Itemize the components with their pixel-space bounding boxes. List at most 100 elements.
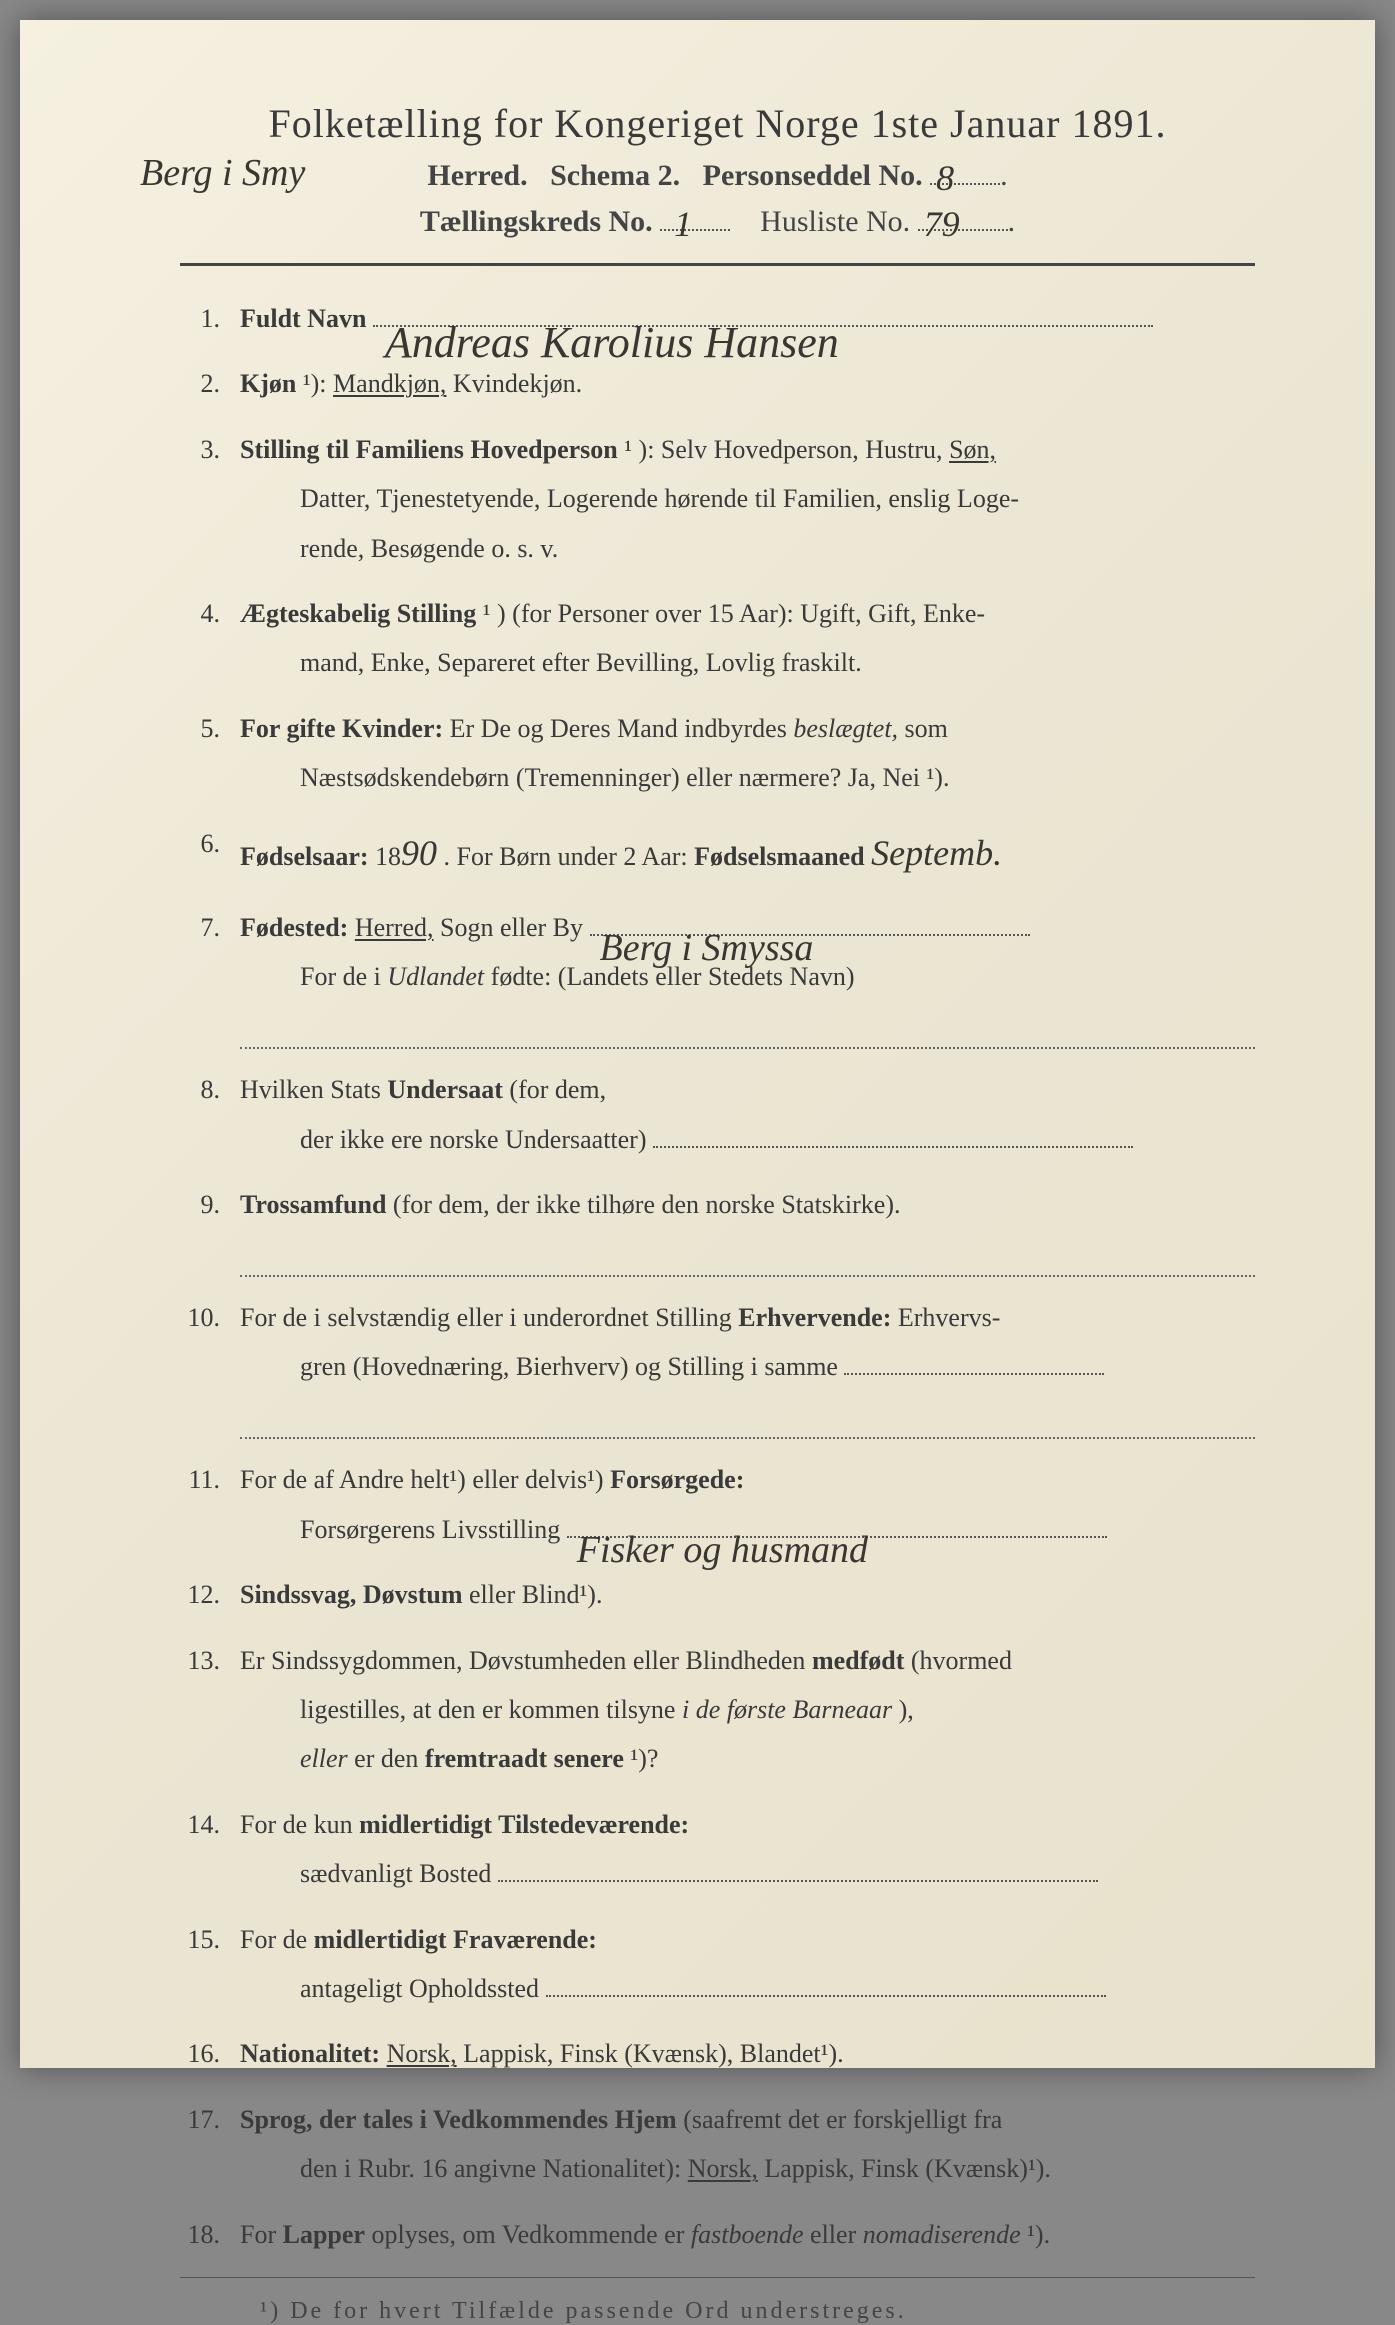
item-num: 1.: [180, 294, 240, 343]
husliste-no: 79: [924, 203, 960, 245]
personseddel-label: Personseddel No.: [703, 159, 923, 192]
item-num: 7.: [180, 903, 240, 1049]
fodested-underlined: Herred,: [355, 913, 434, 942]
item-num: 17.: [180, 2095, 240, 2194]
text: For de i selvstændig eller i underordnet…: [240, 1303, 738, 1332]
text: som: [905, 714, 948, 743]
text: er den: [354, 1744, 425, 1773]
text: sædvanligt Bosted: [240, 1859, 491, 1888]
text: Er De og Deres Mand indbyrdes: [450, 714, 794, 743]
item-num: 10.: [180, 1293, 240, 1439]
item-num: 5.: [180, 704, 240, 803]
item-num: 4.: [180, 589, 240, 688]
item-num: 12.: [180, 1570, 240, 1619]
text: oplyses, om Vedkommende er: [371, 2220, 690, 2249]
item-4: 4. Ægteskabelig Stilling ¹ ) (for Person…: [180, 589, 1255, 688]
item-6: 6. Fødselsaar: 1890 . For Børn under 2 A…: [180, 819, 1255, 887]
text: For de i: [240, 962, 387, 991]
text: For: [240, 2220, 283, 2249]
blank-fill: [653, 1146, 1133, 1148]
bold: midlertidigt Tilstedeværende:: [359, 1810, 689, 1839]
item-14: 14. For de kun midlertidigt Tilstedevære…: [180, 1800, 1255, 1899]
item-num: 9.: [180, 1180, 240, 1277]
item-13: 13. Er Sindssygdommen, Døvstumheden elle…: [180, 1636, 1255, 1784]
text: antageligt Opholdssted: [240, 1974, 539, 2003]
blank-line: [240, 1008, 1255, 1050]
divider: [180, 263, 1255, 266]
nat-underlined: Norsk,: [387, 2039, 457, 2068]
text: gren (Hovednæring, Bierhverv) og Stillin…: [240, 1352, 838, 1381]
label-fodselsaar: Fødselsaar:: [240, 842, 369, 871]
label-sprog: Sprog, der tales i Vedkommendes Hjem: [240, 2105, 677, 2134]
header-line-3: Tællingskreds No. 1 Husliste No. 79 .: [180, 205, 1255, 239]
item-num: 16.: [180, 2029, 240, 2078]
item-11: 11. For de af Andre helt¹) eller delvis¹…: [180, 1455, 1255, 1554]
label-fuldt-navn: Fuldt Navn: [240, 304, 366, 333]
blank-line: [240, 1398, 1255, 1440]
text: den i Rubr. 16 angivne Nationalitet):: [240, 2154, 688, 2183]
label-kjon: Kjøn: [240, 369, 296, 398]
label-trossamfund: Trossamfund: [240, 1190, 386, 1219]
label-erhvervende: Erhvervende:: [738, 1303, 891, 1332]
month-hw: Septemb.: [871, 833, 1002, 873]
item-num: 14.: [180, 1800, 240, 1899]
blank-line: [240, 1235, 1255, 1277]
item-num: 6.: [180, 819, 240, 887]
year-hw: 90: [401, 833, 437, 873]
item-num: 15.: [180, 1915, 240, 2014]
page-title: Folketælling for Kongeriget Norge 1ste J…: [180, 100, 1255, 147]
footnote: ¹) De for hvert Tilfælde passende Ord un…: [180, 2298, 1255, 2325]
text: . For Børn under 2 Aar:: [444, 842, 695, 871]
item-num: 2.: [180, 359, 240, 408]
text: (hvormed: [911, 1646, 1012, 1675]
herred-label: Herred.: [427, 159, 527, 192]
bold: fremtraadt senere: [425, 1744, 624, 1773]
sprog-underlined: Norsk,: [688, 2154, 758, 2183]
italic: nomadiserende: [863, 2220, 1021, 2249]
text-italic: beslægtet,: [793, 714, 898, 743]
bold: Lapper: [283, 2220, 365, 2249]
text: ligestilles, at den er kommen tilsyne: [240, 1695, 682, 1724]
forsorger-hw: Fisker og husmand: [577, 1514, 868, 1586]
text: Lappisk, Finsk (Kvænsk), Blandet¹).: [463, 2039, 843, 2068]
label-stilling: Stilling til Familiens Hovedperson: [240, 435, 618, 464]
text: ¹)?: [630, 1744, 658, 1773]
item-9: 9. Trossamfund (for dem, der ikke tilhør…: [180, 1180, 1255, 1277]
herred-handwritten: Berg i Smy: [140, 151, 305, 195]
blank-fill: [546, 1995, 1106, 1997]
italic: i de første Barneaar: [682, 1695, 892, 1724]
text: Forsørgerens Livsstilling: [240, 1515, 560, 1544]
text: Hvilken Stats: [240, 1075, 387, 1104]
text: (for dem,: [509, 1075, 606, 1104]
kreds-label: Tællingskreds No.: [420, 205, 653, 238]
text: Er Sindssygdommen, Døvstumheden eller Bl…: [240, 1646, 812, 1675]
item-18: 18. For Lapper oplyses, om Vedkommende e…: [180, 2210, 1255, 2259]
item-num: 18.: [180, 2210, 240, 2259]
schema-label: Schema 2.: [550, 159, 680, 192]
item-num: 3.: [180, 425, 240, 573]
census-form-page: Folketælling for Kongeriget Norge 1ste J…: [20, 20, 1375, 2068]
label-aegteskab: Ægteskabelig Stilling: [240, 599, 476, 628]
item-3: 3. Stilling til Familiens Hovedperson ¹ …: [180, 425, 1255, 573]
text: (saafremt det er forskjelligt fra: [683, 2105, 1002, 2134]
text: ),: [899, 1695, 914, 1724]
label-forsorgede: Forsørgede:: [610, 1465, 744, 1494]
blank-fill: [844, 1373, 1104, 1375]
text: Næstsødskendebørn (Tremenninger) eller n…: [240, 763, 949, 792]
bold: medfødt: [812, 1646, 904, 1675]
label-fodselsmaaned: Fødselsmaaned: [694, 842, 864, 871]
kreds-no: 1: [674, 203, 692, 245]
text: Datter, Tjenestetyende, Logerende hørend…: [240, 484, 1019, 513]
italic: eller: [300, 1744, 348, 1773]
text: mand, Enke, Separeret efter Bevilling, L…: [240, 648, 862, 677]
text: For de af Andre helt¹) eller delvis¹): [240, 1465, 610, 1494]
personseddel-no: 8: [936, 157, 954, 199]
italic: fastboende: [691, 2220, 804, 2249]
text: ) (for Personer over 15 Aar): Ugift, Gif…: [497, 599, 985, 628]
name-handwritten: Andreas Karolius Hansen: [385, 301, 839, 385]
label-gifte-kvinder: For gifte Kvinder:: [240, 714, 443, 743]
item-5: 5. For gifte Kvinder: Er De og Deres Man…: [180, 704, 1255, 803]
place-hw: Berg i Smyssa: [600, 912, 814, 984]
text: ): Selv Hovedperson, Hustru,: [639, 435, 950, 464]
text: Sogn eller By: [440, 913, 583, 942]
